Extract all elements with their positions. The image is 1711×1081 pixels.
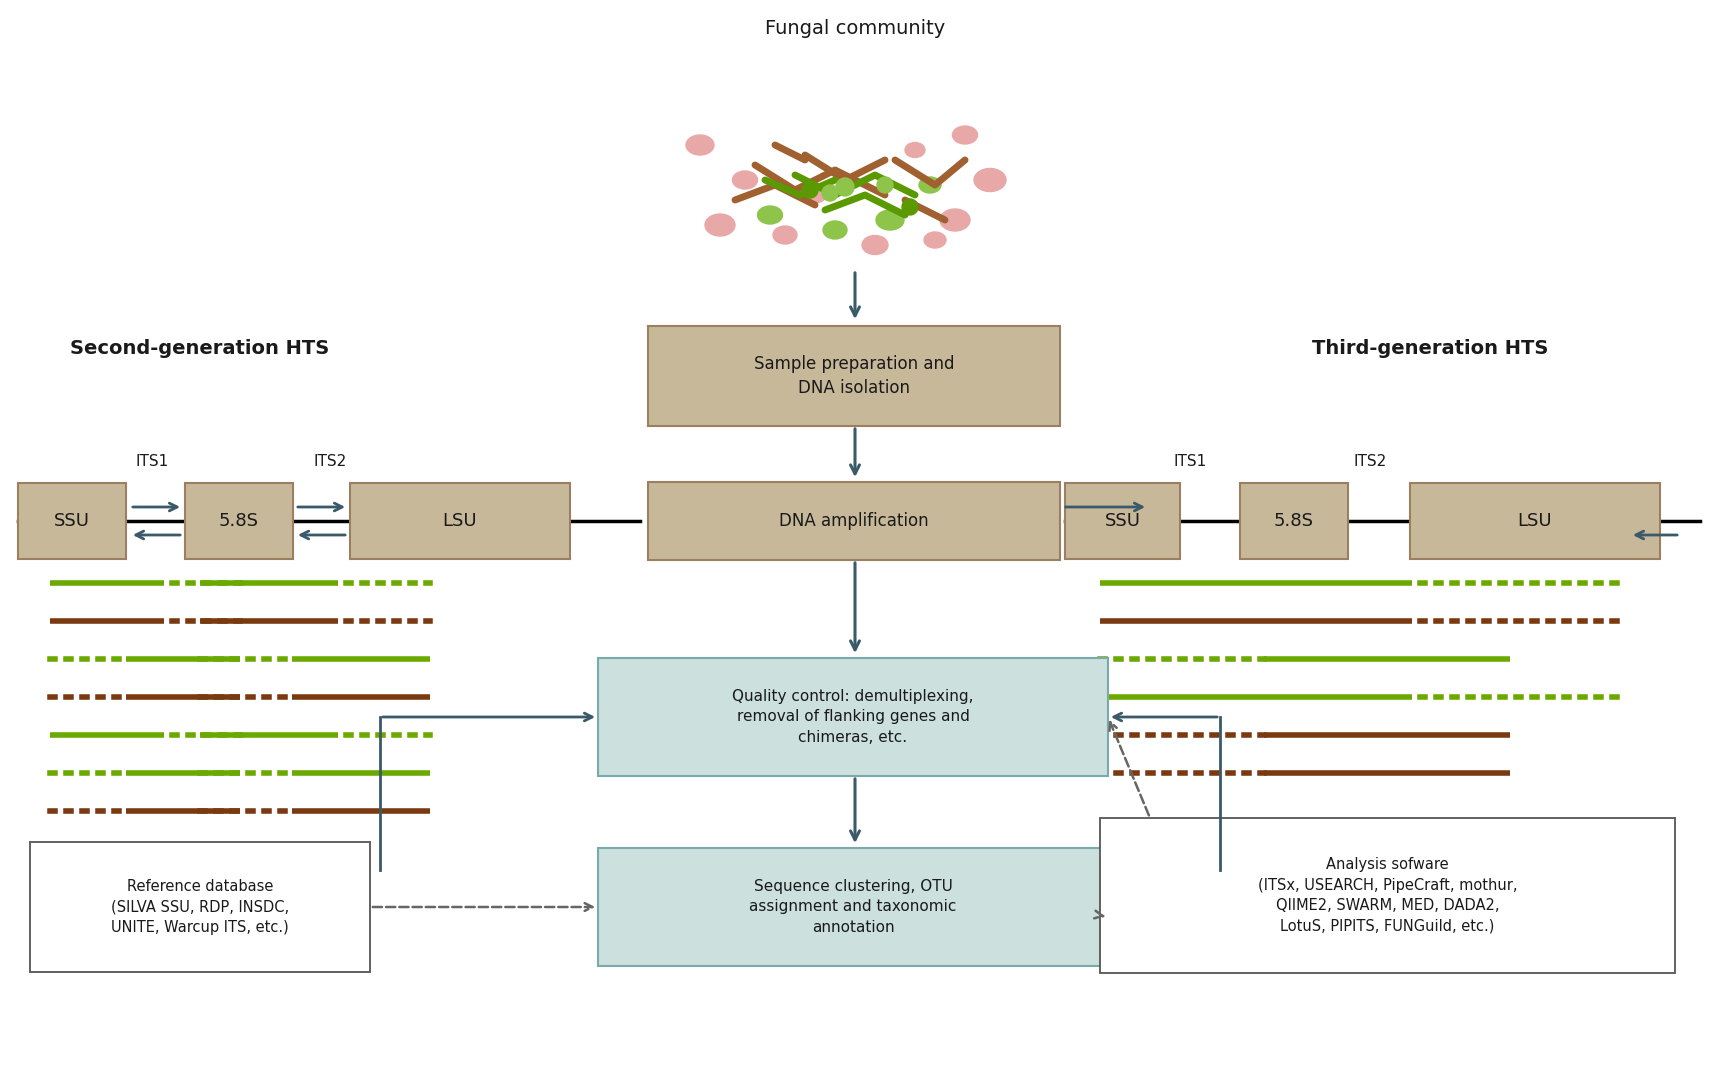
- Ellipse shape: [953, 126, 977, 144]
- Circle shape: [821, 185, 838, 201]
- Ellipse shape: [705, 214, 736, 236]
- Text: Quality control: demultiplexing,
removal of flanking genes and
chimeras, etc.: Quality control: demultiplexing, removal…: [732, 689, 974, 745]
- Ellipse shape: [905, 143, 926, 158]
- FancyBboxPatch shape: [648, 482, 1061, 560]
- Ellipse shape: [686, 135, 713, 155]
- Ellipse shape: [732, 171, 758, 189]
- Text: Fungal community: Fungal community: [765, 18, 944, 38]
- FancyBboxPatch shape: [648, 326, 1061, 426]
- Text: 5.8S: 5.8S: [1275, 512, 1314, 530]
- Ellipse shape: [924, 232, 946, 248]
- Text: LSU: LSU: [1518, 512, 1552, 530]
- Ellipse shape: [974, 169, 1006, 191]
- Text: Sequence clustering, OTU
assignment and taxonomic
annotation: Sequence clustering, OTU assignment and …: [749, 879, 956, 935]
- Text: ITS1: ITS1: [135, 454, 169, 468]
- FancyBboxPatch shape: [1410, 483, 1660, 559]
- Text: Reference database
(SILVA SSU, RDP, INSDC,
UNITE, Warcup ITS, etc.): Reference database (SILVA SSU, RDP, INSD…: [111, 879, 289, 935]
- FancyBboxPatch shape: [599, 658, 1109, 776]
- Text: DNA amplification: DNA amplification: [779, 512, 929, 530]
- FancyBboxPatch shape: [19, 483, 127, 559]
- Text: Second-generation HTS: Second-generation HTS: [70, 338, 330, 358]
- Ellipse shape: [862, 236, 888, 254]
- Circle shape: [802, 182, 818, 198]
- Text: LSU: LSU: [443, 512, 477, 530]
- Circle shape: [878, 177, 893, 193]
- Text: SSU: SSU: [55, 512, 91, 530]
- FancyBboxPatch shape: [599, 848, 1109, 966]
- FancyBboxPatch shape: [31, 842, 370, 972]
- FancyBboxPatch shape: [1240, 483, 1348, 559]
- Text: ITS2: ITS2: [313, 454, 347, 468]
- Text: Third-generation HTS: Third-generation HTS: [1312, 338, 1548, 358]
- Circle shape: [902, 199, 919, 215]
- Ellipse shape: [919, 177, 941, 193]
- Ellipse shape: [773, 226, 797, 244]
- Ellipse shape: [876, 210, 903, 230]
- Ellipse shape: [804, 187, 826, 203]
- Text: 5.8S: 5.8S: [219, 512, 258, 530]
- FancyBboxPatch shape: [185, 483, 293, 559]
- FancyBboxPatch shape: [1100, 818, 1675, 973]
- FancyBboxPatch shape: [351, 483, 570, 559]
- Text: Analysis sofware
(ITSx, USEARCH, PipeCraft, mothur,
QIIME2, SWARM, MED, DADA2,
L: Analysis sofware (ITSx, USEARCH, PipeCra…: [1258, 857, 1518, 934]
- Text: ITS2: ITS2: [1353, 454, 1386, 468]
- Text: SSU: SSU: [1105, 512, 1141, 530]
- Text: ITS1: ITS1: [1174, 454, 1206, 468]
- Text: Sample preparation and
DNA isolation: Sample preparation and DNA isolation: [755, 355, 955, 397]
- Circle shape: [837, 178, 854, 196]
- Ellipse shape: [939, 209, 970, 231]
- Ellipse shape: [758, 206, 782, 224]
- FancyBboxPatch shape: [1064, 483, 1181, 559]
- Ellipse shape: [823, 221, 847, 239]
